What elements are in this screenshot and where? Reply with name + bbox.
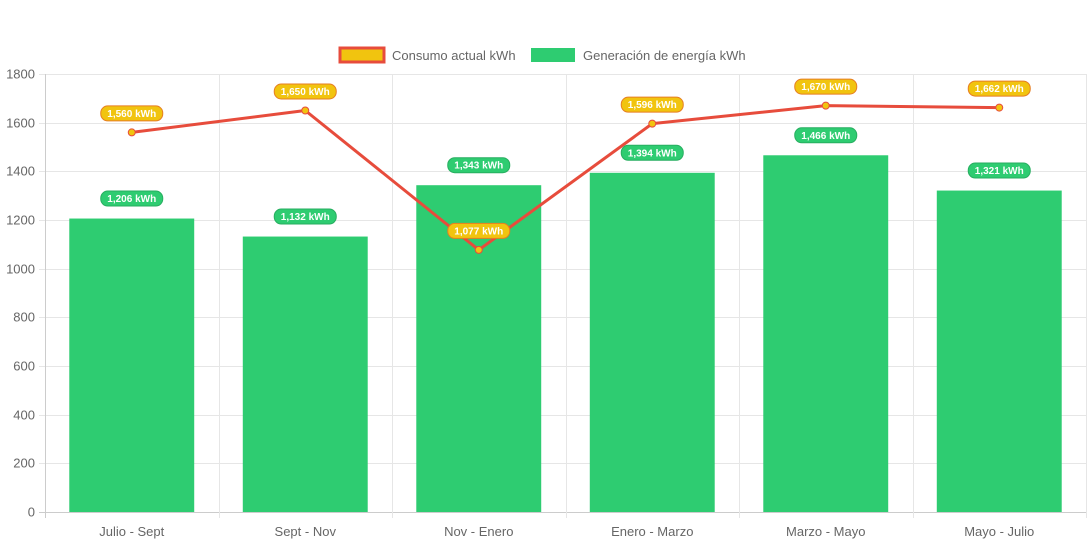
legend-item-generacion[interactable]: Generación de energía kWh bbox=[531, 48, 746, 63]
bar-value-label-bg bbox=[447, 157, 511, 174]
y-tick-label: 1600 bbox=[6, 116, 35, 131]
x-tick-label: Julio - Sept bbox=[99, 524, 164, 539]
line-value-label-bg bbox=[273, 83, 337, 100]
y-tick-label: 600 bbox=[13, 359, 35, 374]
x-tick-label: Sept - Nov bbox=[275, 524, 337, 539]
bar-value-label-bg bbox=[794, 127, 858, 144]
bar-value-label: 1,466 kWh bbox=[794, 127, 858, 144]
y-tick-label: 800 bbox=[13, 310, 35, 325]
x-tick-label: Marzo - Mayo bbox=[786, 524, 865, 539]
y-tick-label: 0 bbox=[28, 505, 35, 520]
line-value-label-bg bbox=[100, 105, 164, 122]
line-value-label: 1,670 kWh bbox=[794, 78, 858, 95]
bar bbox=[69, 218, 195, 513]
line-value-label-text: 1,662 kWh bbox=[975, 84, 1024, 95]
bar-value-label-text: 1,206 kWh bbox=[107, 194, 156, 205]
line-value-label-text: 1,670 kWh bbox=[801, 82, 850, 93]
legend-label-generacion: Generación de energía kWh bbox=[583, 48, 746, 63]
bar bbox=[242, 236, 368, 512]
legend-label-consumo: Consumo actual kWh bbox=[392, 48, 516, 63]
y-tick-label: 1800 bbox=[6, 67, 35, 82]
line-value-label-text: 1,560 kWh bbox=[107, 109, 156, 120]
bar bbox=[763, 155, 889, 513]
line-value-label-text: 1,077 kWh bbox=[454, 226, 503, 237]
bar bbox=[936, 190, 1062, 512]
line-value-label: 1,077 kWh bbox=[447, 222, 511, 239]
line-point bbox=[474, 245, 483, 254]
line-point bbox=[127, 128, 136, 137]
x-tick-label: Enero - Marzo bbox=[611, 524, 693, 539]
bar-value-label-text: 1,343 kWh bbox=[454, 161, 503, 172]
bar-value-label-bg bbox=[967, 162, 1031, 179]
line-value-label-bg bbox=[447, 222, 511, 239]
bar-value-label: 1,394 kWh bbox=[620, 144, 684, 161]
x-tick-label: Nov - Enero bbox=[444, 524, 513, 539]
y-tick-label: 400 bbox=[13, 408, 35, 423]
bar-value-label: 1,132 kWh bbox=[273, 208, 337, 225]
bar bbox=[589, 172, 715, 512]
line-point bbox=[995, 103, 1004, 112]
grid bbox=[39, 74, 1087, 518]
line-point bbox=[301, 106, 310, 115]
y-tick-label: 1200 bbox=[6, 213, 35, 228]
y-tick-label: 200 bbox=[13, 456, 35, 471]
y-tick-label: 1400 bbox=[6, 164, 35, 179]
bar-value-label-text: 1,394 kWh bbox=[628, 148, 677, 159]
line-value-label: 1,596 kWh bbox=[620, 96, 684, 113]
consumption-line bbox=[127, 101, 1004, 254]
bar bbox=[416, 185, 542, 512]
y-tick-label: 1000 bbox=[6, 262, 35, 277]
bar-value-label-bg bbox=[620, 144, 684, 161]
legend[interactable]: Consumo actual kWh Generación de energía … bbox=[338, 46, 746, 64]
bar-value-label-bg bbox=[273, 208, 337, 225]
line-value-label: 1,560 kWh bbox=[100, 105, 164, 122]
line-point bbox=[821, 101, 830, 110]
data-labels: 1,206 kWh 1,132 kWh 1,343 kWh 1,394 kWh 1,46… bbox=[100, 78, 1031, 239]
line-value-label-bg bbox=[620, 96, 684, 113]
bar-value-label: 1,343 kWh bbox=[447, 157, 511, 174]
line-value-label-bg bbox=[794, 78, 858, 95]
line-point bbox=[648, 119, 657, 128]
bar-value-label-bg bbox=[100, 190, 164, 207]
bar-value-label: 1,321 kWh bbox=[967, 162, 1031, 179]
legend-item-consumo[interactable]: Consumo actual kWh bbox=[338, 46, 516, 64]
line-value-label: 1,662 kWh bbox=[967, 80, 1031, 97]
legend-swatch-generacion bbox=[531, 48, 575, 62]
bar-value-label-text: 1,466 kWh bbox=[801, 131, 850, 142]
line-value-label: 1,650 kWh bbox=[273, 83, 337, 100]
bar-value-label-text: 1,132 kWh bbox=[281, 212, 330, 223]
x-tick-label: Mayo - Julio bbox=[964, 524, 1034, 539]
axes: 0 200 400 600 800 1000 1200 1400 1600 1800 Julio -… bbox=[6, 67, 1034, 540]
bar-value-label-text: 1,321 kWh bbox=[975, 166, 1024, 177]
line-value-label-text: 1,650 kWh bbox=[281, 87, 330, 98]
legend-swatch-consumo bbox=[338, 46, 386, 64]
consumption-line-path bbox=[131, 104, 1000, 252]
line-value-label-bg bbox=[967, 80, 1031, 97]
line-value-label-text: 1,596 kWh bbox=[628, 100, 677, 111]
bar-value-label: 1,206 kWh bbox=[100, 190, 164, 207]
bars bbox=[69, 155, 1062, 513]
